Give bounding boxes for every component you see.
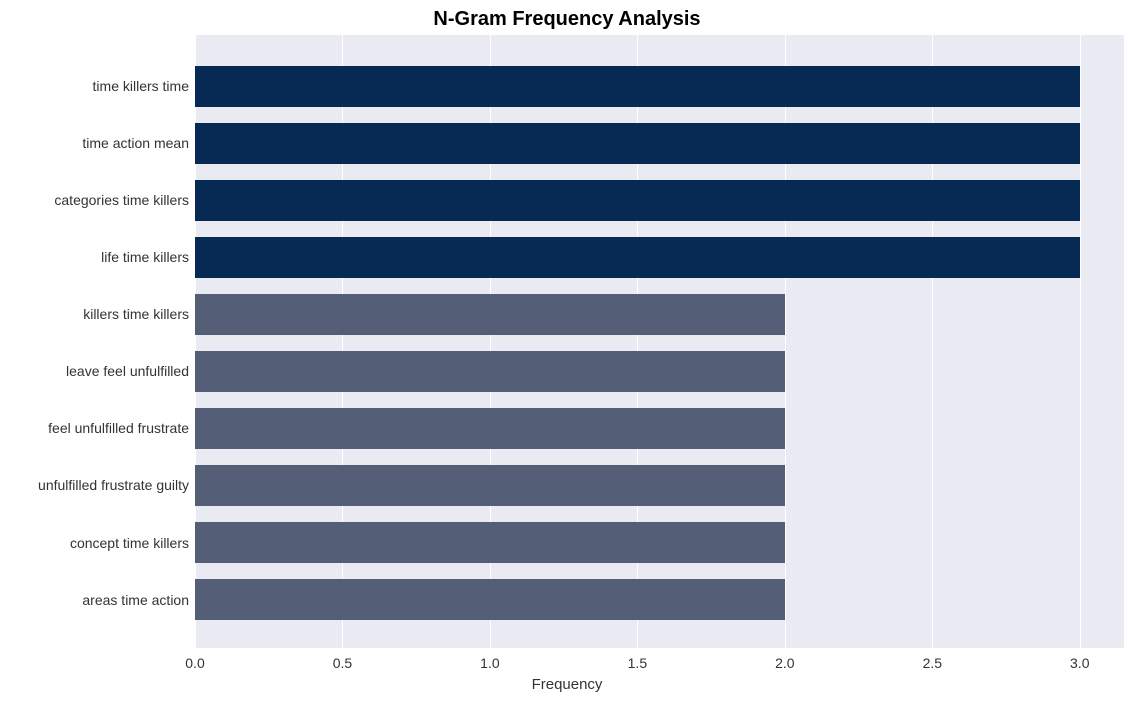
- bar: [195, 522, 785, 563]
- y-tick-label: killers time killers: [4, 306, 189, 322]
- y-tick-label: time killers time: [4, 78, 189, 94]
- chart-title: N-Gram Frequency Analysis: [0, 8, 1134, 31]
- y-tick-label: unfulfilled frustrate guilty: [4, 477, 189, 493]
- y-tick-label: concept time killers: [4, 535, 189, 551]
- bar: [195, 66, 1080, 107]
- bar: [195, 351, 785, 392]
- plot-area: [195, 35, 1124, 648]
- bar: [195, 579, 785, 620]
- y-tick-label: leave feel unfulfilled: [4, 363, 189, 379]
- x-tick-label: 0.0: [185, 655, 204, 671]
- bar: [195, 123, 1080, 164]
- x-tick-label: 1.5: [628, 655, 647, 671]
- x-tick-label: 1.0: [480, 655, 499, 671]
- y-tick-label: areas time action: [4, 592, 189, 608]
- y-tick-label: time action mean: [4, 135, 189, 151]
- x-tick-label: 3.0: [1070, 655, 1089, 671]
- bar: [195, 237, 1080, 278]
- bar: [195, 408, 785, 449]
- bar: [195, 180, 1080, 221]
- x-tick-label: 2.0: [775, 655, 794, 671]
- x-tick-label: 2.5: [923, 655, 942, 671]
- x-tick-label: 0.5: [333, 655, 352, 671]
- y-tick-label: feel unfulfilled frustrate: [4, 420, 189, 436]
- y-tick-label: life time killers: [4, 249, 189, 265]
- ngram-frequency-chart: N-Gram Frequency Analysis Frequency time…: [0, 0, 1134, 701]
- bar: [195, 294, 785, 335]
- x-axis-title: Frequency: [0, 676, 1134, 693]
- bar: [195, 465, 785, 506]
- grid-line: [1080, 35, 1081, 648]
- y-tick-label: categories time killers: [4, 192, 189, 208]
